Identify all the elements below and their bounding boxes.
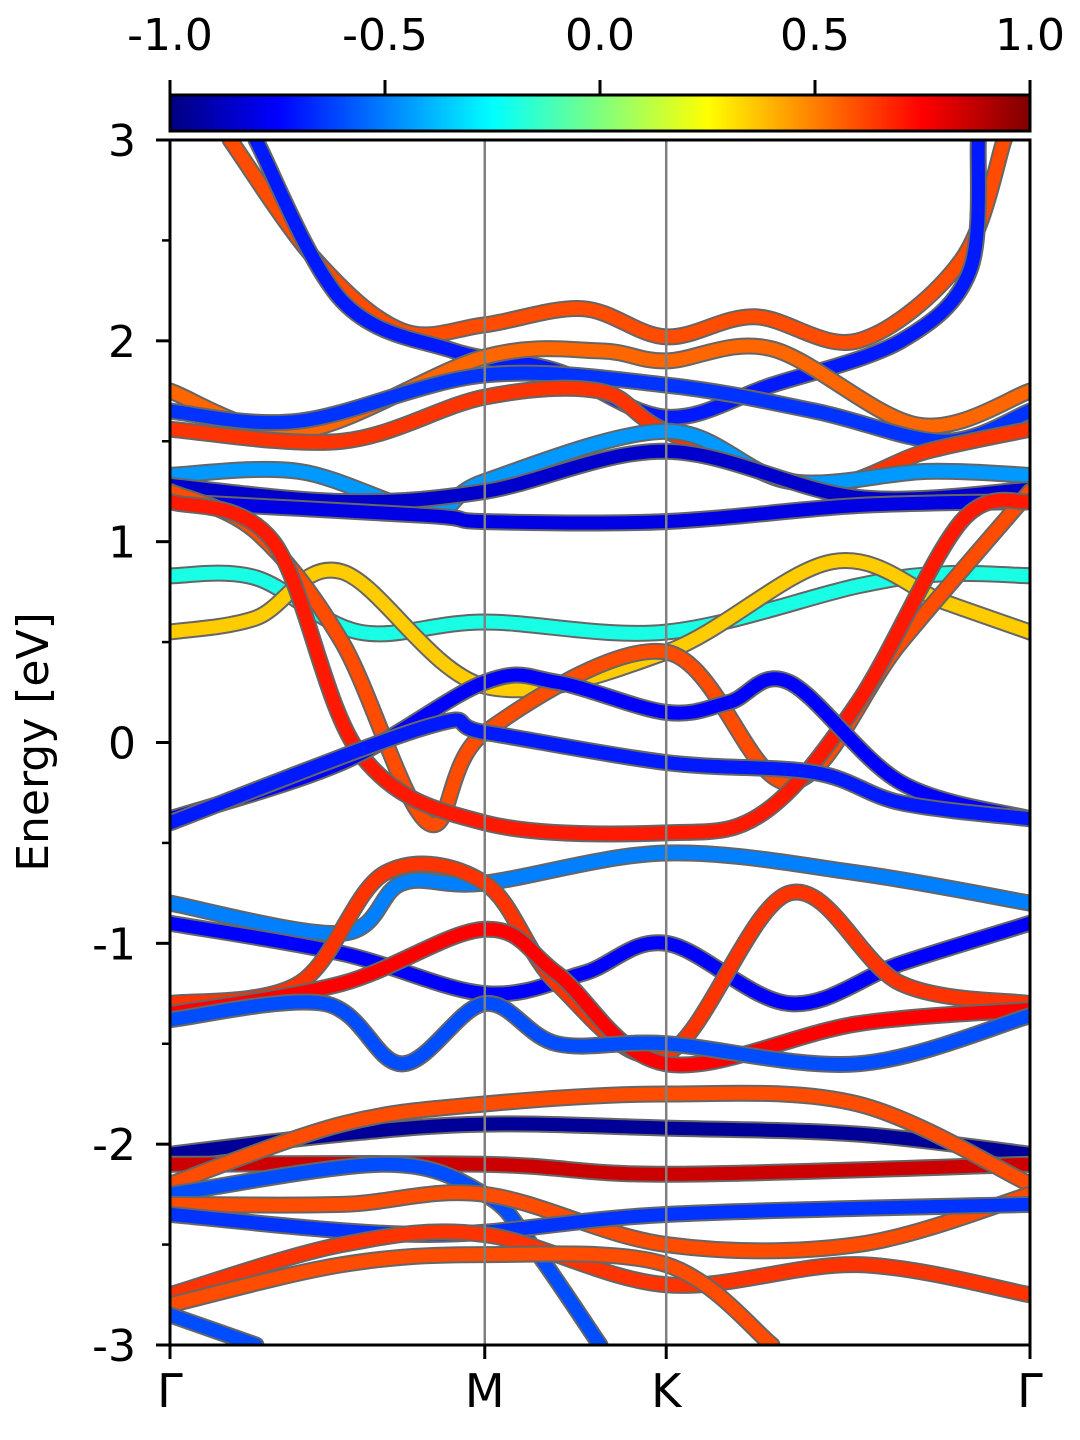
band-lines bbox=[170, 140, 1030, 1345]
y-tick-label: 1 bbox=[108, 518, 136, 569]
colorbar-tick-label: 1.0 bbox=[995, 10, 1065, 61]
band-line bbox=[170, 366, 1030, 448]
colorbar-tick-label: 0.0 bbox=[565, 10, 635, 61]
band-line bbox=[170, 1086, 1030, 1191]
high-symmetry-lines bbox=[483, 140, 668, 1345]
x-tick-label: Γ bbox=[1017, 1364, 1043, 1418]
band-line bbox=[170, 339, 1030, 439]
y-tick-label: 0 bbox=[108, 719, 136, 770]
band-line bbox=[170, 1197, 1030, 1242]
y-tick-label: -2 bbox=[92, 1120, 136, 1171]
band-line bbox=[170, 1308, 263, 1345]
colorbar-ticks: -1.0 -0.5 0.0 0.5 1.0 bbox=[127, 10, 1065, 95]
colorbar-tick-label: -1.0 bbox=[127, 10, 213, 61]
y-tick-label: -3 bbox=[92, 1321, 136, 1372]
band-line bbox=[170, 381, 1030, 493]
y-axis-label: Energy [eV] bbox=[8, 612, 59, 872]
colorbar: -1.0 -0.5 0.0 0.5 1.0 bbox=[127, 10, 1065, 133]
x-tick-label: M bbox=[465, 1364, 505, 1418]
band-line bbox=[170, 495, 1030, 530]
band-line bbox=[170, 713, 1030, 830]
x-tick-label: K bbox=[651, 1364, 683, 1418]
band-line bbox=[249, 140, 985, 424]
plot-area: 3 2 1 0 -1 -2 -3 Γ M K Γ bbox=[92, 116, 1043, 1418]
y-tick-label: 3 bbox=[108, 116, 136, 167]
band-line bbox=[170, 922, 1030, 1072]
colorbar-tick-label: -0.5 bbox=[342, 10, 428, 61]
colorbar-gradient bbox=[168, 93, 1032, 133]
band-line bbox=[170, 493, 1030, 841]
y-tick-label: -1 bbox=[92, 919, 136, 970]
band-line bbox=[170, 1225, 1030, 1302]
band-line bbox=[170, 424, 1030, 519]
y-axis: 3 2 1 0 -1 -2 -3 bbox=[92, 116, 170, 1372]
band-line bbox=[170, 995, 1030, 1071]
x-tick-label: Γ bbox=[157, 1364, 183, 1418]
band-line bbox=[223, 140, 1011, 349]
y-tick-label: 2 bbox=[108, 317, 136, 368]
colorbar-tick-label: 0.5 bbox=[780, 10, 850, 61]
